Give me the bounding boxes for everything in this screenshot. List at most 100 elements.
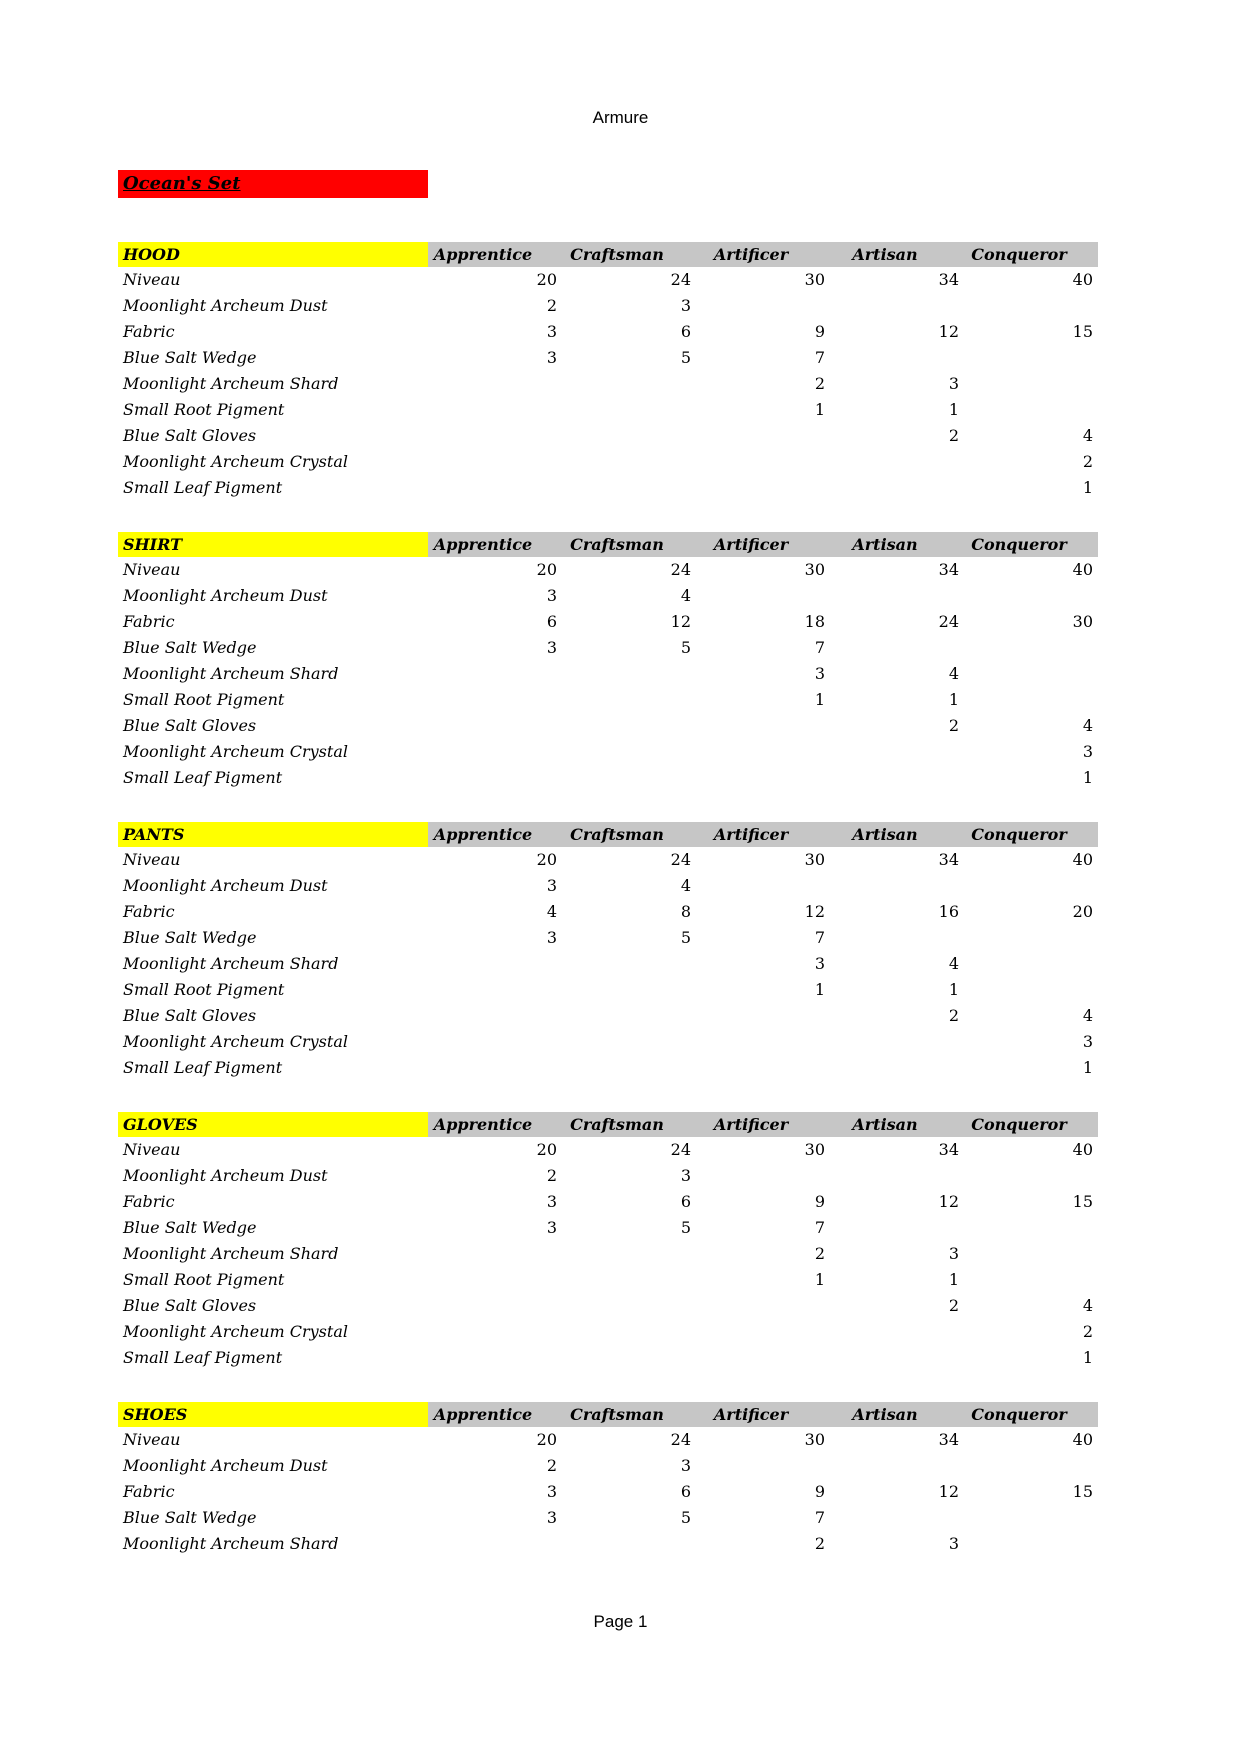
column-header-conqueror: Conqueror [964,1402,1098,1427]
value-cell [696,293,830,319]
material-row: Moonlight Archeum Crystal 2 [118,1319,1098,1345]
value-cell [830,635,964,661]
column-header-artisan: Artisan [830,242,964,267]
value-cell: 6 [546,612,557,631]
value-cell: 3 [546,586,557,605]
value-cell [562,713,696,739]
column-header-apprentice: Apprentice [428,1402,562,1427]
material-row: Moonlight Archeum Dust 2 3 [118,293,1098,319]
value-cell [562,739,696,765]
material-row: Fabric 3 6 9 12 15 [118,1479,1098,1505]
value-cell [562,687,696,713]
value-cell [562,1029,696,1055]
row-label: Moonlight Archeum Shard [123,1534,339,1553]
value-cell: 1 [1082,768,1093,787]
row-label: Moonlight Archeum Dust [123,1166,328,1185]
row-label: Niveau [123,1140,181,1159]
material-row: Small Leaf Pigment 1 [118,765,1098,791]
value-cell [428,1003,562,1029]
value-cell: 3 [680,1456,691,1475]
value-cell: 3 [680,296,691,315]
value-cell: 1 [948,400,959,419]
value-cell: 4 [546,902,557,921]
value-cell [696,1003,830,1029]
row-label: Small Root Pigment [123,400,285,419]
material-row: Small Root Pigment 1 1 [118,977,1098,1003]
value-cell: 30 [804,1430,825,1449]
value-cell: 1 [948,980,959,999]
value-cell [428,765,562,791]
column-header-conqueror: Conqueror [964,1112,1098,1137]
material-row: Blue Salt Gloves 2 4 [118,713,1098,739]
row-label: Moonlight Archeum Dust [123,296,328,315]
value-cell: 40 [1072,270,1093,289]
row-label: Blue Salt Wedge [123,928,257,947]
value-cell: 6 [680,1482,691,1501]
row-label: Moonlight Archeum Dust [123,586,328,605]
value-cell: 2 [546,296,557,315]
material-row: Moonlight Archeum Dust 3 4 [118,873,1098,899]
row-label: Fabric [123,322,175,341]
value-cell [964,1453,1098,1479]
value-cell: 4 [1082,426,1093,445]
value-cell: 4 [680,876,691,895]
value-cell: 24 [670,850,691,869]
value-cell: 5 [680,1218,691,1237]
value-cell [696,765,830,791]
value-cell [830,1319,964,1345]
value-cell: 30 [804,270,825,289]
value-cell [964,873,1098,899]
value-cell: 5 [680,1508,691,1527]
row-label: Fabric [123,902,175,921]
value-cell: 1 [1082,1058,1093,1077]
value-cell [696,1453,830,1479]
value-cell: 12 [938,1192,959,1211]
row-label: Blue Salt Gloves [123,716,257,735]
column-header-artificer: Artificer [696,532,830,557]
column-header-apprentice: Apprentice [428,242,562,267]
value-cell: 2 [1082,452,1093,471]
value-cell: 3 [546,638,557,657]
material-row: Moonlight Archeum Shard 2 3 [118,1531,1098,1557]
value-cell [428,423,562,449]
value-cell [428,739,562,765]
value-cell: 3 [546,1482,557,1501]
value-cell [562,1345,696,1371]
value-cell: 1 [1082,1348,1093,1367]
value-cell: 30 [804,560,825,579]
row-label: Fabric [123,1192,175,1211]
value-cell: 34 [938,1140,959,1159]
column-header-apprentice: Apprentice [428,1112,562,1137]
row-label: Blue Salt Wedge [123,348,257,367]
value-cell [696,1029,830,1055]
material-row: Blue Salt Wedge 3 5 7 [118,925,1098,951]
value-cell: 2 [948,1296,959,1315]
value-cell [696,1319,830,1345]
value-cell: 7 [814,928,825,947]
value-cell [428,397,562,423]
value-cell: 20 [1072,902,1093,921]
material-row: Fabric 6 12 18 24 30 [118,609,1098,635]
column-header-conqueror: Conqueror [964,532,1098,557]
value-cell [428,449,562,475]
value-cell: 20 [536,1140,557,1159]
row-label: Moonlight Archeum Crystal [123,1322,348,1341]
value-cell [562,951,696,977]
value-cell [964,345,1098,371]
material-row: Small Root Pigment 1 1 [118,397,1098,423]
value-cell: 4 [948,664,959,683]
material-row: Niveau 20 24 30 34 40 [118,557,1098,583]
value-cell: 9 [814,1482,825,1501]
value-cell [428,1029,562,1055]
value-cell [428,1293,562,1319]
material-row: Fabric 3 6 9 12 15 [118,319,1098,345]
table-header-row: SHIRT Apprentice Craftsman Artificer Artisan… [118,532,1098,557]
value-cell [562,1241,696,1267]
value-cell: 40 [1072,560,1093,579]
material-row: Moonlight Archeum Crystal 3 [118,1029,1098,1055]
value-cell [964,1531,1098,1557]
value-cell: 1 [814,690,825,709]
value-cell: 5 [680,638,691,657]
